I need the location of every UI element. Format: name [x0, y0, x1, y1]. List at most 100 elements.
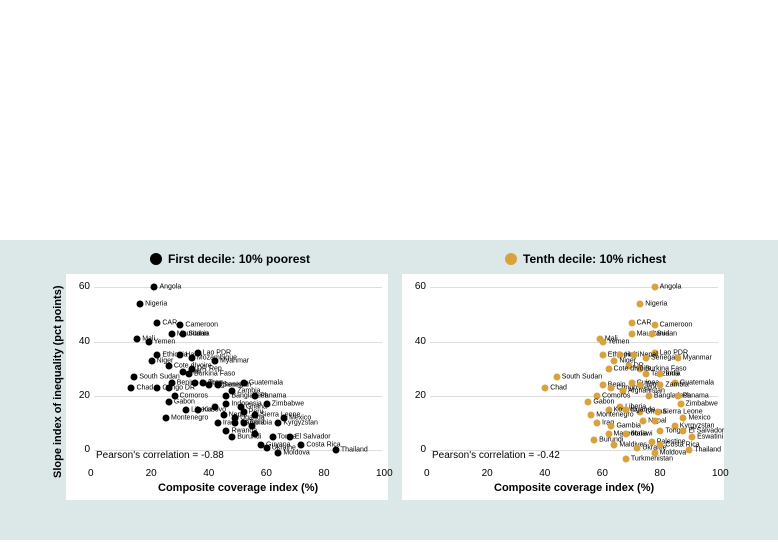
- data-point: [134, 336, 141, 343]
- y-tick: 60: [415, 281, 426, 292]
- point-label: Malawi: [631, 431, 653, 438]
- data-point: [240, 379, 247, 386]
- point-label: Uganda: [631, 406, 656, 413]
- point-label: Guatemala: [249, 379, 283, 386]
- data-point: [148, 357, 155, 364]
- y-tick: 20: [79, 390, 90, 401]
- data-point: [165, 363, 172, 370]
- data-point: [677, 401, 684, 408]
- data-point: [286, 433, 293, 440]
- data-point: [648, 330, 655, 337]
- point-label: Mexico: [688, 414, 710, 421]
- data-point: [154, 319, 161, 326]
- data-point: [191, 379, 198, 386]
- point-label: Panama: [260, 393, 286, 400]
- x-tick: 40: [539, 468, 550, 479]
- data-point: [232, 420, 239, 427]
- data-point: [206, 382, 213, 389]
- point-label: Gabon: [593, 398, 614, 405]
- data-point: [128, 384, 135, 391]
- point-label: Senegal: [651, 355, 677, 362]
- data-point: [263, 444, 270, 451]
- data-point: [180, 330, 187, 337]
- y-tick: 60: [79, 281, 90, 292]
- data-point: [657, 382, 664, 389]
- data-point: [651, 284, 658, 291]
- data-point: [637, 382, 644, 389]
- point-label: Moldova: [283, 450, 309, 457]
- data-point: [137, 300, 144, 307]
- point-label: Montenegro: [171, 414, 208, 421]
- point-label: Panama: [683, 393, 709, 400]
- scatter-panel-left: 0204060020406080100Composite coverage in…: [66, 274, 388, 500]
- data-point: [220, 412, 227, 419]
- data-point: [154, 384, 161, 391]
- point-label: Chad: [136, 384, 153, 391]
- data-point: [588, 412, 595, 419]
- correlation-label: Pearson's correlation = -0.42: [432, 450, 560, 461]
- point-label: Sudan: [657, 330, 677, 337]
- point-label: Zambia: [665, 382, 688, 389]
- data-point: [634, 444, 641, 451]
- data-point: [252, 431, 259, 438]
- point-label: Eswatini: [697, 433, 723, 440]
- data-point: [186, 371, 193, 378]
- x-tick: 60: [261, 468, 272, 479]
- data-point: [622, 455, 629, 462]
- point-label: South Sudan: [562, 374, 602, 381]
- x-tick: 60: [597, 468, 608, 479]
- data-point: [654, 409, 661, 416]
- point-label: Nigeria: [145, 300, 167, 307]
- data-point: [131, 374, 138, 381]
- x-axis-label: Composite coverage index (%): [158, 482, 318, 494]
- data-point: [229, 433, 236, 440]
- y-tick: 0: [84, 444, 90, 455]
- data-point: [608, 422, 615, 429]
- x-tick: 80: [318, 468, 329, 479]
- y-tick: 20: [415, 390, 426, 401]
- legend-left-text: First decile: 10% poorest: [168, 252, 310, 266]
- data-point: [163, 414, 170, 421]
- data-point: [585, 398, 592, 405]
- y-tick: 40: [415, 336, 426, 347]
- data-point: [177, 322, 184, 329]
- gridline: [94, 287, 382, 288]
- data-point: [269, 433, 276, 440]
- data-point: [223, 393, 230, 400]
- point-label: Angola: [159, 284, 181, 291]
- x-tick: 0: [424, 468, 430, 479]
- data-point: [680, 428, 687, 435]
- point-label: Cameroon: [185, 322, 218, 329]
- data-point: [657, 441, 664, 448]
- data-point: [628, 379, 635, 386]
- correlation-label: Pearson's correlation = -0.88: [96, 450, 224, 461]
- data-point: [689, 433, 696, 440]
- point-label: El Salvador: [295, 433, 331, 440]
- data-point: [680, 414, 687, 421]
- data-point: [605, 365, 612, 372]
- x-tick: 100: [712, 468, 729, 479]
- data-point: [674, 393, 681, 400]
- point-label: Yemen: [608, 338, 630, 345]
- data-point: [640, 417, 647, 424]
- data-point: [275, 450, 282, 457]
- x-tick: 80: [654, 468, 665, 479]
- data-point: [332, 447, 339, 454]
- data-point: [194, 406, 201, 413]
- top-whitespace: [0, 0, 778, 240]
- figure-container: { "layout": { "page_width": 778, "page_h…: [0, 0, 778, 550]
- point-label: Angola: [660, 284, 682, 291]
- data-point: [165, 384, 172, 391]
- data-point: [591, 436, 598, 443]
- data-point: [275, 420, 282, 427]
- point-label: Thailand: [694, 447, 721, 454]
- data-point: [542, 384, 549, 391]
- data-point: [214, 382, 221, 389]
- point-label: Turkmenistan: [631, 455, 673, 462]
- point-label: Chad: [550, 384, 567, 391]
- y-tick: 40: [79, 336, 90, 347]
- point-label: Myanmar: [683, 355, 712, 362]
- point-label: Sudan: [188, 330, 208, 337]
- data-point: [165, 398, 172, 405]
- point-label: Zimbabwe: [272, 401, 304, 408]
